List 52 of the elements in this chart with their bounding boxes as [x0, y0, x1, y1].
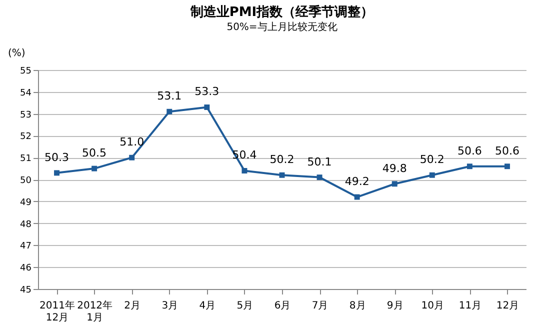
y-tick-label: 45	[20, 286, 32, 296]
text: 53.1	[157, 90, 182, 103]
text: 50.2	[270, 153, 294, 166]
point	[429, 172, 435, 178]
text: 49.2	[344, 175, 370, 188]
text: 50.2	[420, 153, 444, 166]
point	[392, 181, 398, 187]
x-tick-label: 3月	[162, 300, 178, 312]
x-tick-label: 6月	[274, 300, 291, 312]
x-tick-label: 8月	[349, 300, 366, 312]
x-tick-label: 12月	[496, 300, 520, 312]
y-tick-label: 55	[20, 66, 32, 76]
text: 51.0	[120, 136, 144, 149]
text: 50%=与上月比较无变化	[226, 21, 338, 33]
point	[279, 172, 285, 178]
x-tick-label: 11月	[458, 300, 482, 312]
point	[354, 194, 360, 200]
x-tick-label: 7月	[312, 300, 328, 312]
y-tick-label: 49	[20, 198, 32, 208]
text: 50.6	[457, 144, 482, 158]
point	[92, 166, 98, 172]
y-tick-label: 48	[20, 220, 32, 230]
y-tick-label: 46	[20, 264, 32, 274]
text: 50.5	[82, 146, 107, 160]
x-tick-label: 2011年12月	[40, 300, 75, 324]
x-tick-label: 2月	[124, 300, 141, 312]
x-tick-label: 5月	[236, 300, 254, 312]
y-tick-label: 53	[20, 110, 32, 120]
point	[466, 164, 472, 170]
y-tick-label: 51	[20, 154, 32, 164]
point	[54, 170, 60, 176]
x-tick-label: 10月	[421, 300, 444, 312]
y-tick-label: 50	[20, 176, 32, 186]
point	[242, 168, 248, 174]
point	[504, 164, 510, 170]
point	[166, 108, 172, 114]
x-tick-label: 9月	[386, 300, 404, 312]
x-tick-label: 4月	[199, 300, 216, 312]
y-axis-title: (%)	[8, 48, 26, 59]
point	[129, 154, 135, 160]
point	[204, 104, 210, 110]
y-tick-label: 52	[20, 132, 32, 142]
text: 50.6	[494, 144, 520, 158]
text: 50.3	[44, 150, 70, 164]
x-tick-label: 2012年1月	[77, 300, 113, 324]
text: 49.8	[382, 162, 407, 175]
y-tick-label: 54	[20, 88, 32, 98]
y-tick-label: 47	[20, 242, 32, 252]
chart-title: 制造业PMI指数（经季节调整）	[189, 4, 374, 20]
text: 50.1	[307, 155, 332, 168]
text: 53.3	[194, 85, 220, 98]
point	[316, 174, 322, 180]
